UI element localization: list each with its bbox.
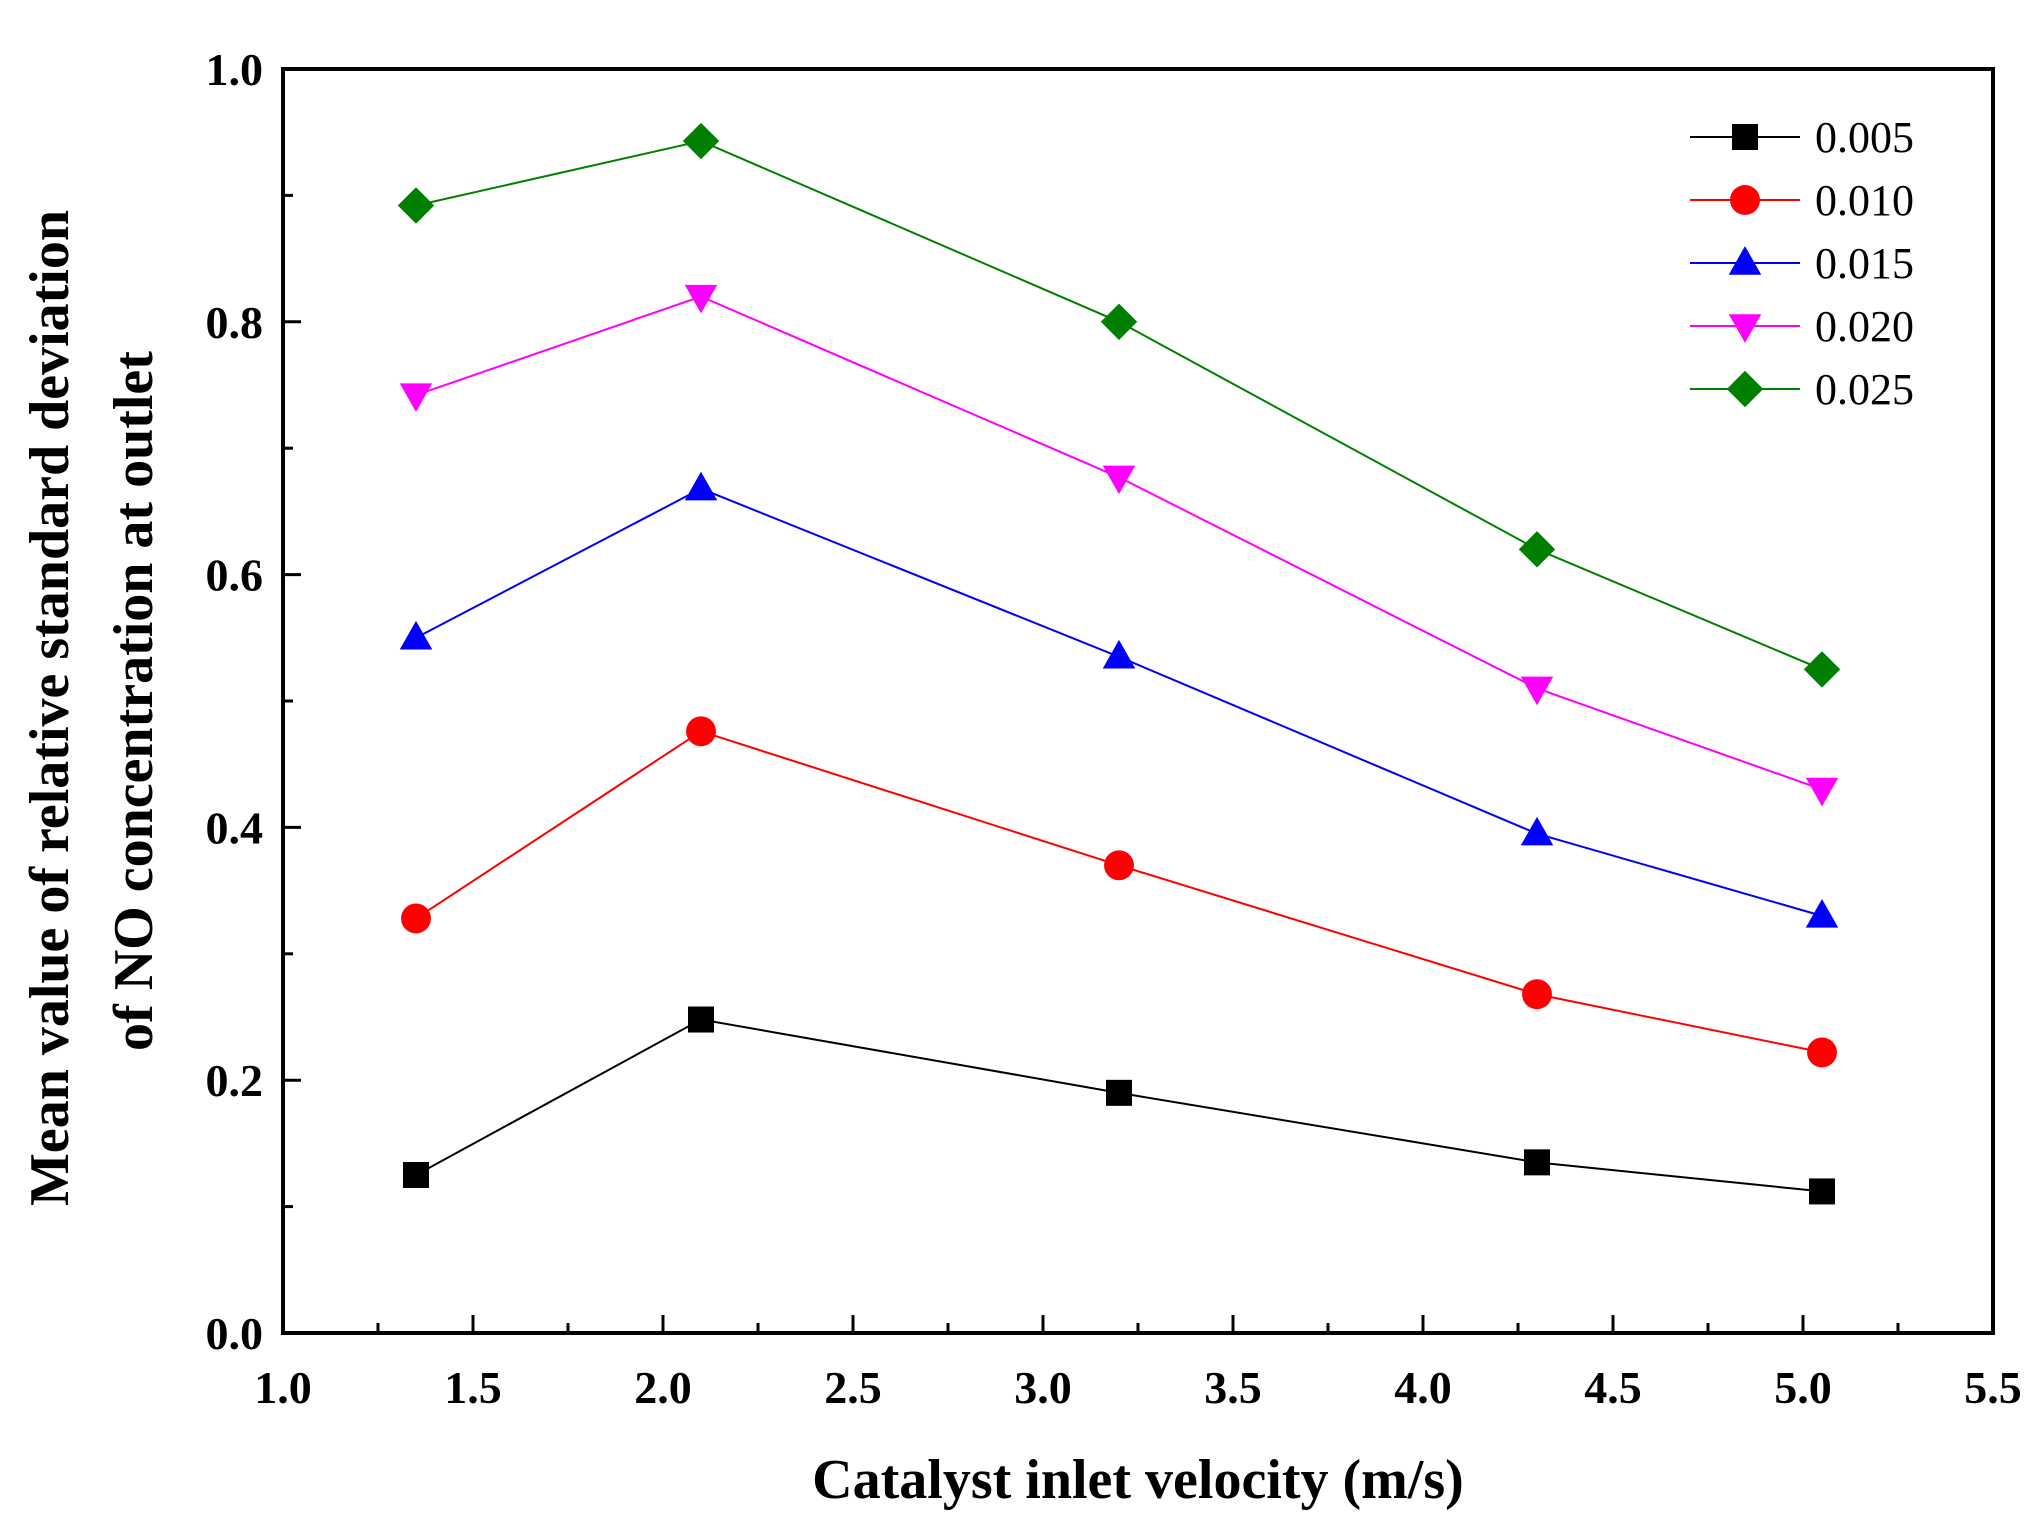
legend-marker	[1730, 185, 1760, 215]
x-tick-label: 2.0	[634, 1362, 692, 1413]
y-tick-label: 0.8	[206, 297, 264, 348]
x-tick-label: 2.5	[824, 1362, 882, 1413]
y-tick-label: 0.6	[206, 550, 264, 601]
x-tick-label: 5.0	[1774, 1362, 1832, 1413]
data-point-0.010	[1104, 850, 1134, 881]
data-point-0.010	[401, 903, 431, 934]
legend-label: 0.020	[1815, 302, 1914, 351]
data-point-0.010	[1522, 979, 1552, 1010]
data-point-0.010	[686, 716, 716, 747]
legend-label: 0.010	[1815, 176, 1914, 225]
y-axis-title-line-1: Mean value of relative standard deviatio…	[19, 210, 81, 1206]
data-point-0.005	[403, 1162, 429, 1188]
data-point-0.005	[1809, 1178, 1835, 1205]
x-tick-label: 3.0	[1014, 1362, 1072, 1413]
series-line-0.020	[415, 295, 1823, 791]
y-tick-label: 1.0	[206, 44, 264, 95]
legend-label: 0.005	[1815, 113, 1914, 162]
data-point-0.020	[1805, 777, 1839, 807]
tick-labels: 1.0 1.5 2.0 2.5 3.0 3.5 4.0 4.5 5.0 5.5 0.0 0.2 0.4 0…	[206, 44, 2022, 1413]
y-tick-label: 0.4	[206, 802, 264, 853]
x-tick-label: 4.5	[1584, 1362, 1642, 1413]
legend-marker	[1728, 314, 1762, 343]
x-tick-label: 1.0	[254, 1362, 312, 1413]
legend-marker	[1726, 370, 1764, 408]
data-point-0.015	[1520, 816, 1554, 846]
y-axis-title-line-2: of NO concentration at outlet	[103, 351, 165, 1051]
legend-marker	[1732, 124, 1758, 150]
y-tick-label: 0.0	[206, 1308, 264, 1359]
data-point-0.025	[1518, 531, 1556, 568]
data-point-0.025	[1803, 651, 1841, 688]
legend-marker	[1728, 246, 1762, 275]
series-line-0.010	[415, 730, 1823, 1054]
data-point-0.025	[682, 122, 720, 160]
x-tick-label: 3.5	[1204, 1362, 1262, 1413]
legend-label: 0.015	[1815, 239, 1914, 288]
data-point-0.005	[688, 1006, 714, 1033]
x-axis-title: Catalyst inlet velocity (m/s)	[812, 1449, 1464, 1511]
data-point-0.020	[399, 383, 433, 413]
legend: 0.005 0.010 0.015 0.020 0.025	[1690, 113, 1914, 414]
legend-label: 0.025	[1815, 365, 1914, 414]
series-line-0.025	[415, 140, 1823, 671]
x-tick-label: 1.5	[444, 1362, 502, 1413]
data-point-0.020	[684, 284, 718, 314]
y-tick-label: 0.2	[206, 1055, 264, 1106]
y-axis-title: Mean value of relative standard deviatio…	[19, 196, 165, 1206]
data-point-0.025	[397, 187, 435, 224]
axis-ticks	[281, 67, 1995, 1335]
x-tick-label: 5.5	[1964, 1362, 2022, 1413]
data-point-0.005	[1106, 1079, 1132, 1106]
x-tick-label: 4.0	[1394, 1362, 1452, 1413]
data-point-0.010	[1807, 1037, 1837, 1068]
data-point-0.015	[399, 620, 433, 650]
data-point-0.015	[1805, 898, 1839, 928]
data-point-0.015	[1102, 639, 1136, 669]
data-point-0.015	[684, 471, 718, 501]
data-point-0.025	[1100, 303, 1138, 340]
series-markers	[397, 122, 1841, 1205]
data-point-0.020	[1520, 676, 1554, 706]
data-point-0.020	[1102, 465, 1136, 495]
data-point-0.005	[1524, 1149, 1550, 1176]
plot-frame	[281, 67, 1995, 1335]
